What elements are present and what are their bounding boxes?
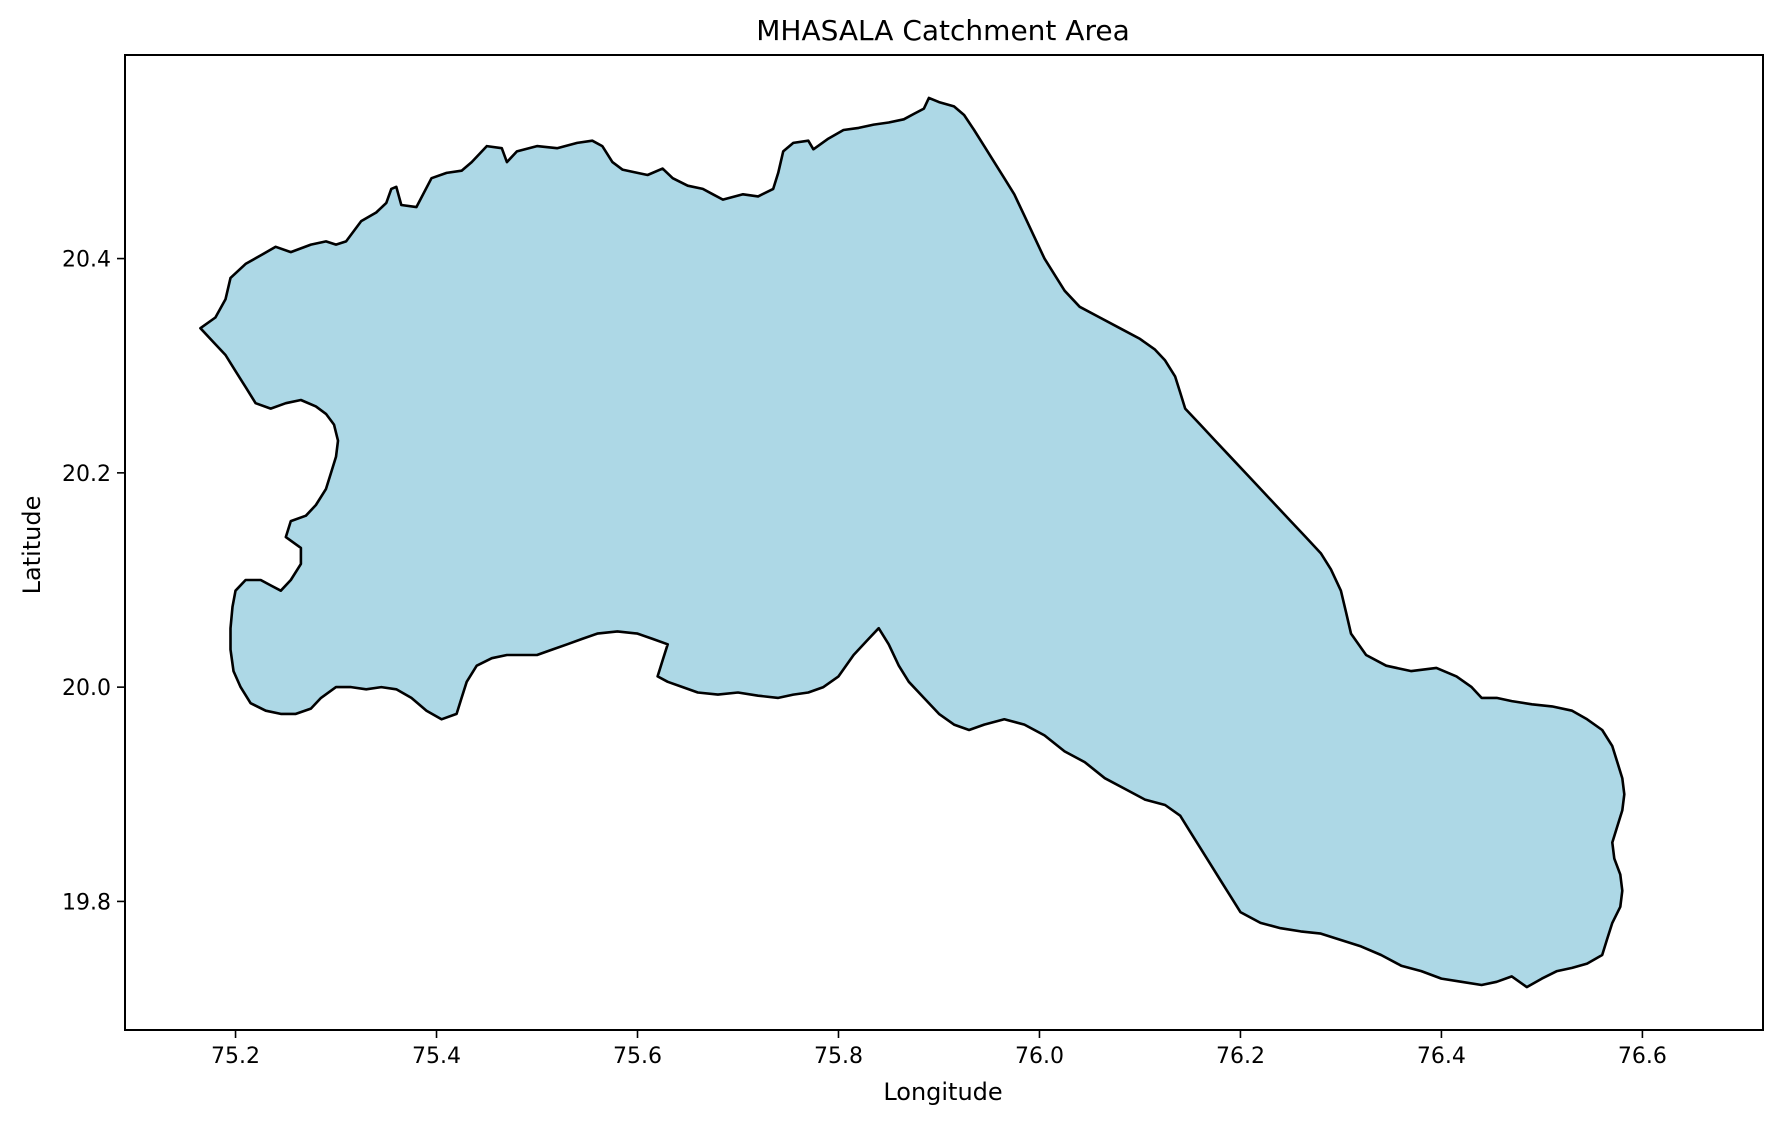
x-axis-label: Longitude: [883, 1078, 1002, 1106]
x-tick-label: 75.6: [613, 1044, 662, 1069]
y-tick-label: 20.0: [62, 676, 111, 701]
plot-area: [199, 96, 1626, 989]
x-tick-label: 76.0: [1015, 1044, 1064, 1069]
y-tick-label: 20.4: [62, 248, 111, 273]
axes-frame: [124, 54, 1764, 1031]
y-tick-label: 20.2: [62, 462, 111, 487]
catchment-polygon: [199, 96, 1626, 989]
y-axis-label: Latitude: [18, 496, 46, 595]
x-tick-label: 75.8: [814, 1044, 863, 1069]
x-axis-ticks: 75.2 75.4 75.6 75.8 76.0 76.2 76.4 76.6: [211, 1030, 1667, 1069]
x-tick-label: 76.4: [1417, 1044, 1466, 1069]
y-tick-label: 19.8: [62, 890, 111, 915]
x-tick-label: 75.2: [211, 1044, 260, 1069]
y-axis-ticks: 19.8 20.0 20.2 20.4: [62, 248, 125, 915]
x-tick-label: 75.4: [412, 1044, 461, 1069]
chart-title: MHASALA Catchment Area: [756, 14, 1130, 47]
x-tick-label: 76.6: [1618, 1044, 1667, 1069]
x-tick-label: 76.2: [1216, 1044, 1265, 1069]
